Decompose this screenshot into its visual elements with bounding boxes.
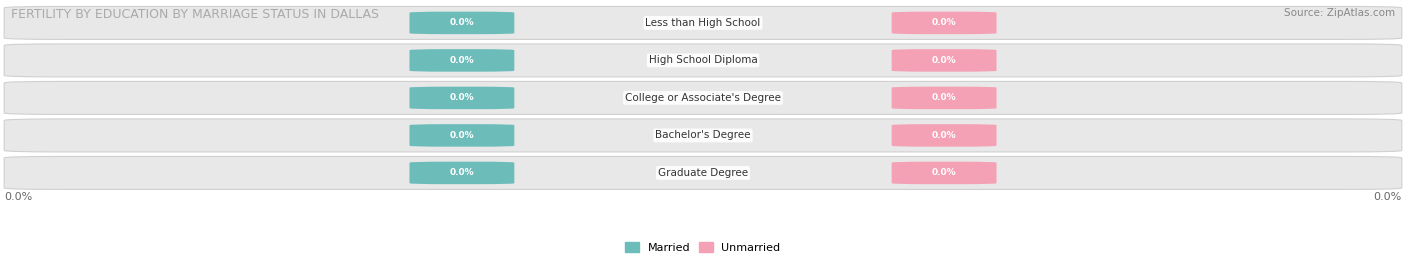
Text: 0.0%: 0.0% [932,18,956,27]
Text: FERTILITY BY EDUCATION BY MARRIAGE STATUS IN DALLAS: FERTILITY BY EDUCATION BY MARRIAGE STATU… [11,8,380,21]
Text: Graduate Degree: Graduate Degree [658,168,748,178]
Text: High School Diploma: High School Diploma [648,55,758,65]
FancyBboxPatch shape [4,119,1402,152]
Text: College or Associate's Degree: College or Associate's Degree [626,93,780,103]
Text: 0.0%: 0.0% [450,168,474,178]
Text: Bachelor's Degree: Bachelor's Degree [655,130,751,140]
FancyBboxPatch shape [4,44,1402,77]
FancyBboxPatch shape [891,87,997,109]
FancyBboxPatch shape [4,6,1402,40]
Text: 0.0%: 0.0% [450,93,474,102]
Text: 0.0%: 0.0% [450,56,474,65]
Text: 0.0%: 0.0% [1374,192,1402,202]
Text: 0.0%: 0.0% [932,93,956,102]
FancyBboxPatch shape [4,82,1402,114]
FancyBboxPatch shape [409,162,515,184]
FancyBboxPatch shape [4,157,1402,189]
Legend: Married, Unmarried: Married, Unmarried [621,238,785,257]
FancyBboxPatch shape [891,12,997,34]
FancyBboxPatch shape [409,87,515,109]
Text: 0.0%: 0.0% [450,131,474,140]
FancyBboxPatch shape [891,162,997,184]
FancyBboxPatch shape [891,49,997,72]
Text: Source: ZipAtlas.com: Source: ZipAtlas.com [1284,8,1395,18]
Text: 0.0%: 0.0% [932,131,956,140]
FancyBboxPatch shape [409,12,515,34]
Text: 0.0%: 0.0% [450,18,474,27]
FancyBboxPatch shape [409,49,515,72]
FancyBboxPatch shape [409,124,515,147]
FancyBboxPatch shape [891,124,997,147]
Text: Less than High School: Less than High School [645,18,761,28]
Text: 0.0%: 0.0% [932,56,956,65]
Text: 0.0%: 0.0% [4,192,32,202]
Text: 0.0%: 0.0% [932,168,956,178]
